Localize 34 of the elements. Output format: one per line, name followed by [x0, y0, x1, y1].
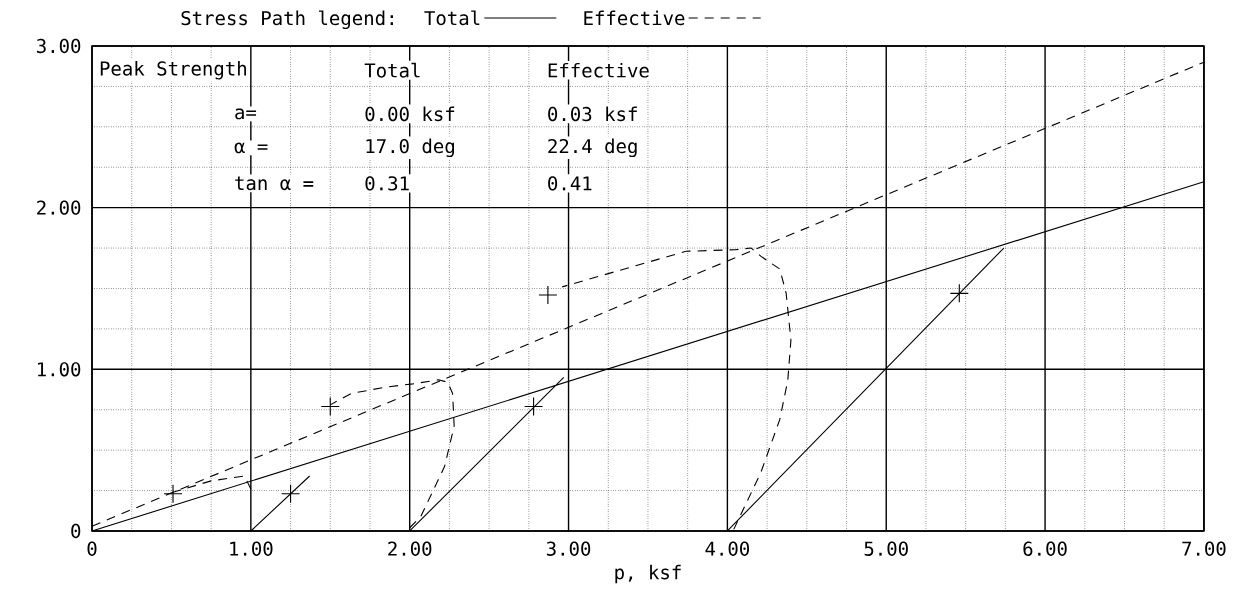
annotation: Peak Strength: [100, 60, 246, 80]
y-tick-label: 3.00: [36, 38, 81, 54]
x-tick-label: 3.00: [546, 541, 591, 556]
point: [538, 285, 558, 305]
annotation: 0.31: [365, 176, 409, 191]
annotation: 17.0 deg: [366, 138, 454, 158]
x-tick-label: 4.00: [705, 541, 750, 556]
annotation: 0.03 ksf: [548, 106, 637, 122]
annotation: a=: [235, 108, 257, 120]
annotation: Effective: [548, 62, 649, 78]
annotation: Total: [364, 62, 420, 78]
x-tick-label: 2.00: [388, 541, 432, 556]
x-tick-label: 1.00: [230, 541, 273, 556]
point: [281, 484, 301, 504]
annotation: α =: [234, 142, 268, 154]
annotation: 22.4 deg: [548, 138, 637, 158]
y-tick-label: 0: [71, 523, 81, 539]
x-axis-title: p, ksf: [615, 564, 681, 584]
x-tick-label: 7.00: [1182, 541, 1226, 556]
legend-label: Total: [424, 10, 480, 26]
annotation: tan α =: [235, 176, 314, 191]
point: [163, 484, 183, 504]
annotation: 0.41: [548, 176, 592, 191]
legend-title: Stress Path legend:: [181, 10, 393, 30]
annotation: 0.00 ksf: [365, 106, 455, 122]
y-tick-label: 2.00: [37, 200, 81, 215]
y-tick-label: 1.00: [38, 362, 81, 377]
x-tick-label: 5.00: [864, 541, 908, 556]
point: [524, 396, 544, 417]
legend-label: Effective: [584, 10, 685, 26]
x-tick-label: 0: [87, 541, 97, 556]
point: [320, 396, 340, 417]
x-tick-label: 6.00: [1023, 541, 1067, 556]
point: [949, 283, 969, 303]
